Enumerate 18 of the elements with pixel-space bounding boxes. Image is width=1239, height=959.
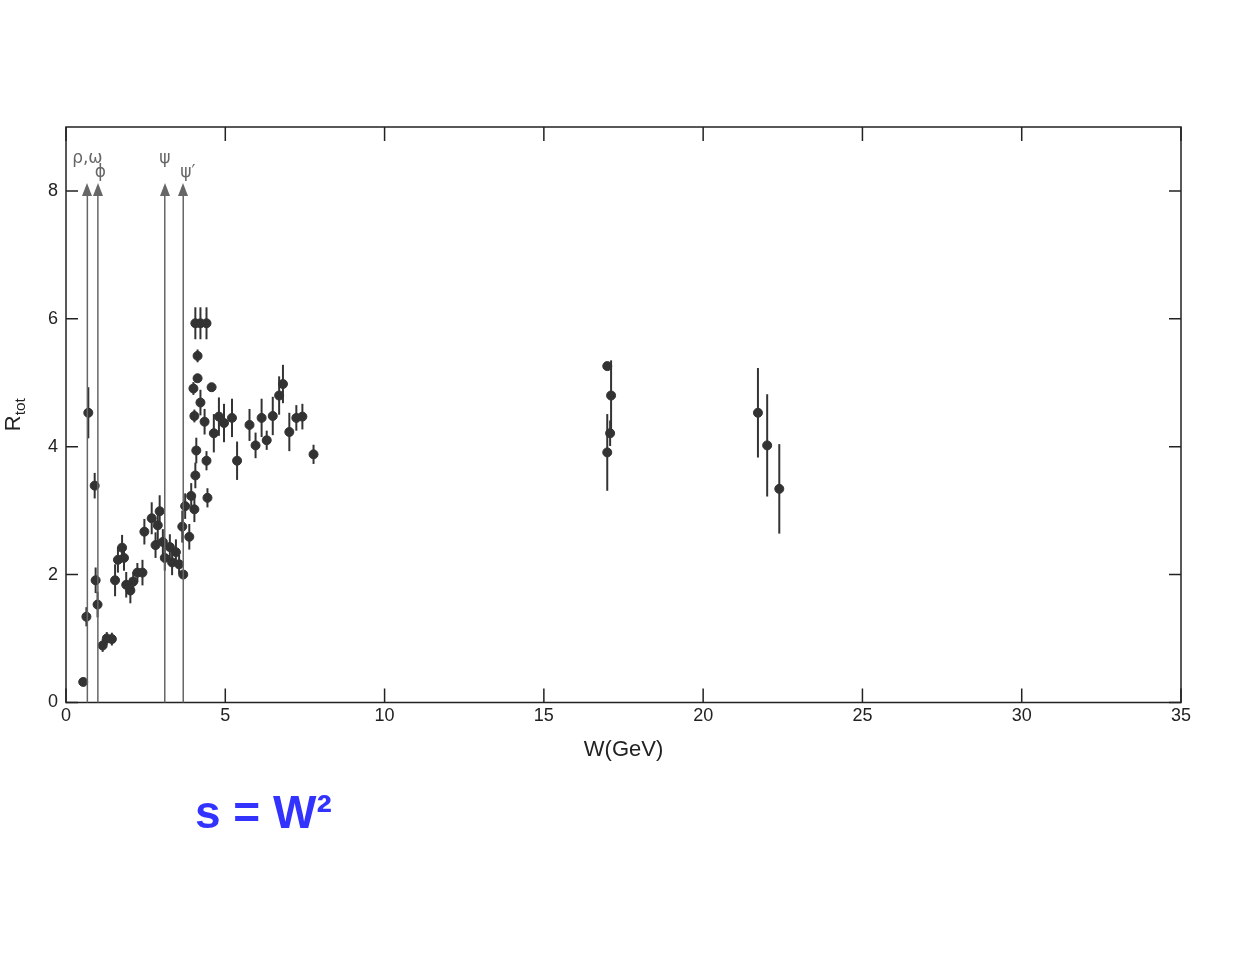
x-tick-label: 25 [852,705,873,726]
y-tick-label: 6 [48,307,59,328]
y-tick-label: 4 [48,435,59,456]
y-tick-label: 8 [48,179,59,200]
x-tick-label: 5 [220,705,231,726]
x-tick-label: 20 [693,705,714,726]
x-tick-label: 30 [1011,705,1032,726]
ref-line-label: ψ [159,146,171,167]
x-tick-label: 0 [61,705,72,726]
text: s = W² [195,785,332,839]
x-tick-label: 35 [1170,705,1192,726]
y-axis-title: Rtot [0,397,28,432]
x-tick-label: 10 [374,705,395,726]
y-tick-label: 2 [48,563,59,584]
ref-line-label: ψ′ [180,160,196,181]
x-tick-label: 15 [533,705,554,726]
y-tick-label: 0 [48,691,59,712]
x-axis-title: W(GeV) [583,736,664,762]
